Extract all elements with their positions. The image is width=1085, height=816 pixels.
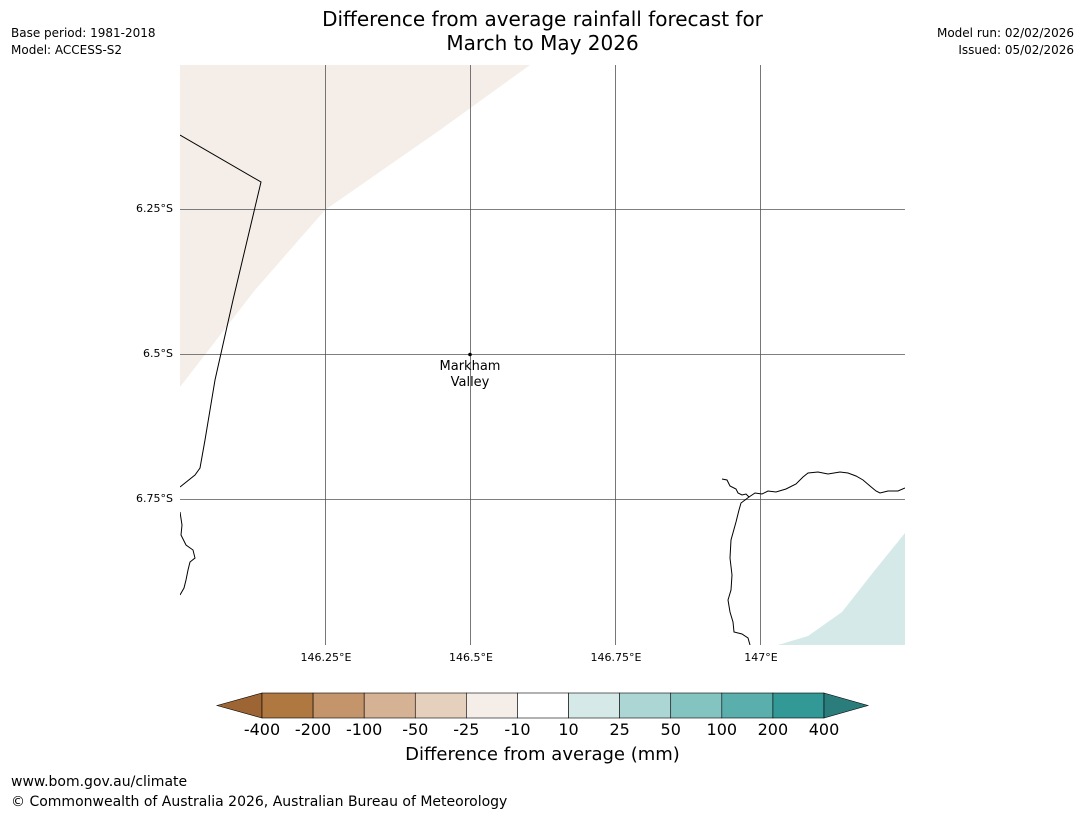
colorbar bbox=[215, 692, 870, 719]
lat-label-6-75: 6.75°S bbox=[136, 492, 173, 505]
meta-left: Base period: 1981-2018 Model: ACCESS-S2 bbox=[11, 25, 156, 59]
colorbar-tick-label: -100 bbox=[346, 720, 383, 739]
colorbar-tick-label: -200 bbox=[294, 720, 332, 739]
colorbar-tick-label: -50 bbox=[402, 720, 429, 739]
colorbar-segment bbox=[772, 692, 825, 719]
lon-label-147: 147°E bbox=[744, 651, 778, 664]
lat-label-6-5: 6.5°S bbox=[143, 347, 173, 360]
boundary-line-west bbox=[180, 134, 262, 488]
place-name-line-2: Valley bbox=[450, 375, 490, 390]
colorbar-tick-label: -10 bbox=[504, 720, 531, 739]
graticule bbox=[180, 65, 905, 645]
colorbar-extend-low bbox=[215, 692, 263, 719]
coast-east bbox=[721, 478, 751, 645]
colorbar-segment bbox=[517, 692, 569, 719]
footer-copyright: © Commonwealth of Australia 2026, Austra… bbox=[11, 794, 508, 810]
title-line-1: Difference from average rainfall forecas… bbox=[322, 7, 763, 31]
place-name-line-1: Markham bbox=[439, 359, 501, 374]
markham-valley-label: Markham Valley bbox=[420, 359, 520, 391]
footer-url: www.bom.gov.au/climate bbox=[11, 774, 188, 790]
lon-label-146-25: 146.25°E bbox=[300, 651, 352, 664]
markham-valley-marker bbox=[468, 352, 472, 357]
colorbar-tick-label: 400 bbox=[808, 720, 840, 739]
meta-right: Model run: 02/02/2026 Issued: 05/02/2026 bbox=[937, 25, 1074, 59]
colorbar-segment bbox=[261, 692, 314, 719]
wet-anomaly-region bbox=[778, 533, 905, 645]
colorbar-segment bbox=[670, 692, 723, 719]
colorbar-extend-high bbox=[823, 692, 870, 719]
issued-text: Issued: 05/02/2026 bbox=[958, 43, 1074, 57]
colorbar-segment bbox=[363, 692, 416, 719]
colorbar-tick-label: -400 bbox=[243, 720, 281, 739]
colorbar-tick-label: -25 bbox=[453, 720, 480, 739]
lon-label-146-5: 146.5°E bbox=[449, 651, 493, 664]
colorbar-tick-label: 200 bbox=[757, 720, 789, 739]
dry-anomaly-region bbox=[180, 65, 530, 387]
colorbar-segments bbox=[261, 692, 825, 719]
lat-label-6-25: 6.25°S bbox=[136, 202, 173, 215]
colorbar-tick-label: 10 bbox=[558, 720, 579, 739]
colorbar-segment bbox=[414, 692, 467, 719]
colorbar-segment bbox=[312, 692, 365, 719]
coast-east-north bbox=[748, 471, 905, 498]
map-title: Difference from average rainfall forecas… bbox=[0, 7, 1085, 55]
colorbar-title: Difference from average (mm) bbox=[405, 744, 680, 765]
coastline bbox=[180, 134, 905, 645]
model-run-text: Model run: 02/02/2026 bbox=[936, 26, 1074, 40]
colorbar-tick-label: 25 bbox=[609, 720, 630, 739]
colorbar-segment bbox=[619, 692, 672, 719]
colorbar-segment bbox=[568, 692, 620, 719]
title-line-2: March to May 2026 bbox=[446, 31, 639, 55]
coast-west-lower bbox=[180, 511, 196, 596]
model-text: Model: ACCESS-S2 bbox=[11, 43, 123, 57]
base-period-text: Base period: 1981-2018 bbox=[11, 26, 156, 40]
colorbar-tick-label: 100 bbox=[706, 720, 738, 739]
colorbar-segment bbox=[466, 692, 518, 719]
lon-label-146-75: 146.75°E bbox=[590, 651, 642, 664]
colorbar-segment bbox=[721, 692, 774, 719]
colorbar-tick-label: 50 bbox=[660, 720, 681, 739]
